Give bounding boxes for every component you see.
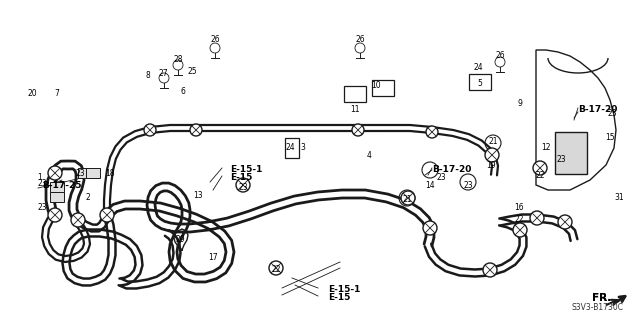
Circle shape	[48, 166, 62, 180]
Text: 16: 16	[514, 204, 524, 212]
Text: B-17-25: B-17-25	[42, 181, 81, 189]
Text: 13: 13	[193, 190, 203, 199]
Text: 1: 1	[38, 174, 42, 182]
Text: 23: 23	[607, 108, 617, 117]
Text: 25: 25	[187, 68, 197, 77]
Text: 22: 22	[271, 265, 281, 275]
Text: 23: 23	[75, 168, 85, 177]
Text: 29: 29	[175, 235, 185, 244]
FancyBboxPatch shape	[50, 182, 64, 192]
Text: 26: 26	[495, 50, 505, 60]
Circle shape	[401, 191, 415, 205]
Text: 23: 23	[37, 203, 47, 211]
Text: 26: 26	[355, 35, 365, 44]
Text: 23: 23	[463, 182, 473, 190]
Text: 21: 21	[403, 196, 412, 204]
Text: 9: 9	[518, 99, 522, 108]
Text: B-17-20: B-17-20	[432, 166, 472, 174]
Text: FR.: FR.	[592, 293, 611, 303]
Circle shape	[558, 215, 572, 229]
Text: E-15: E-15	[328, 293, 350, 302]
Text: 23: 23	[556, 155, 566, 165]
Circle shape	[483, 263, 497, 277]
Text: 22: 22	[535, 170, 545, 180]
Text: 22: 22	[515, 216, 524, 225]
Text: 5: 5	[477, 79, 483, 88]
FancyBboxPatch shape	[555, 132, 587, 174]
Circle shape	[48, 208, 62, 222]
Text: 18: 18	[105, 168, 115, 177]
Circle shape	[71, 213, 85, 227]
Circle shape	[269, 261, 283, 275]
Text: E-15-1: E-15-1	[328, 286, 360, 294]
Text: 6: 6	[180, 86, 186, 95]
Text: 10: 10	[371, 81, 381, 91]
Text: 19: 19	[486, 160, 496, 169]
Text: 7: 7	[54, 90, 60, 99]
Text: E-15: E-15	[230, 174, 252, 182]
Circle shape	[144, 124, 156, 136]
Circle shape	[236, 178, 250, 192]
Text: 28: 28	[173, 56, 183, 64]
Circle shape	[533, 161, 547, 175]
Circle shape	[426, 126, 438, 138]
FancyBboxPatch shape	[86, 168, 100, 178]
Text: 23: 23	[238, 183, 248, 192]
Text: 24: 24	[285, 144, 295, 152]
Text: 23: 23	[37, 180, 47, 189]
Circle shape	[100, 208, 114, 222]
Circle shape	[190, 124, 202, 136]
Text: 11: 11	[350, 106, 360, 115]
Text: B-17-20: B-17-20	[578, 106, 618, 115]
Text: 2: 2	[86, 194, 90, 203]
Circle shape	[513, 223, 527, 237]
Text: 12: 12	[541, 144, 551, 152]
Text: 24: 24	[473, 63, 483, 72]
Text: 26: 26	[210, 35, 220, 44]
Text: 14: 14	[425, 181, 435, 189]
FancyBboxPatch shape	[78, 168, 92, 178]
Text: 23: 23	[436, 174, 446, 182]
Text: 27: 27	[158, 69, 168, 78]
Circle shape	[530, 211, 544, 225]
Text: FR.: FR.	[592, 293, 611, 303]
Text: E-15-1: E-15-1	[230, 166, 262, 174]
Text: 4: 4	[367, 151, 371, 160]
Text: 31: 31	[614, 192, 624, 202]
Text: 15: 15	[605, 133, 615, 143]
FancyBboxPatch shape	[50, 192, 64, 202]
Text: 8: 8	[146, 71, 150, 80]
Text: S3V3-B1730C: S3V3-B1730C	[572, 303, 624, 313]
Circle shape	[485, 148, 499, 162]
Circle shape	[423, 221, 437, 235]
Text: 3: 3	[301, 144, 305, 152]
Text: 20: 20	[27, 88, 37, 98]
Text: 17: 17	[208, 254, 218, 263]
Circle shape	[352, 124, 364, 136]
Text: 21: 21	[488, 137, 498, 146]
